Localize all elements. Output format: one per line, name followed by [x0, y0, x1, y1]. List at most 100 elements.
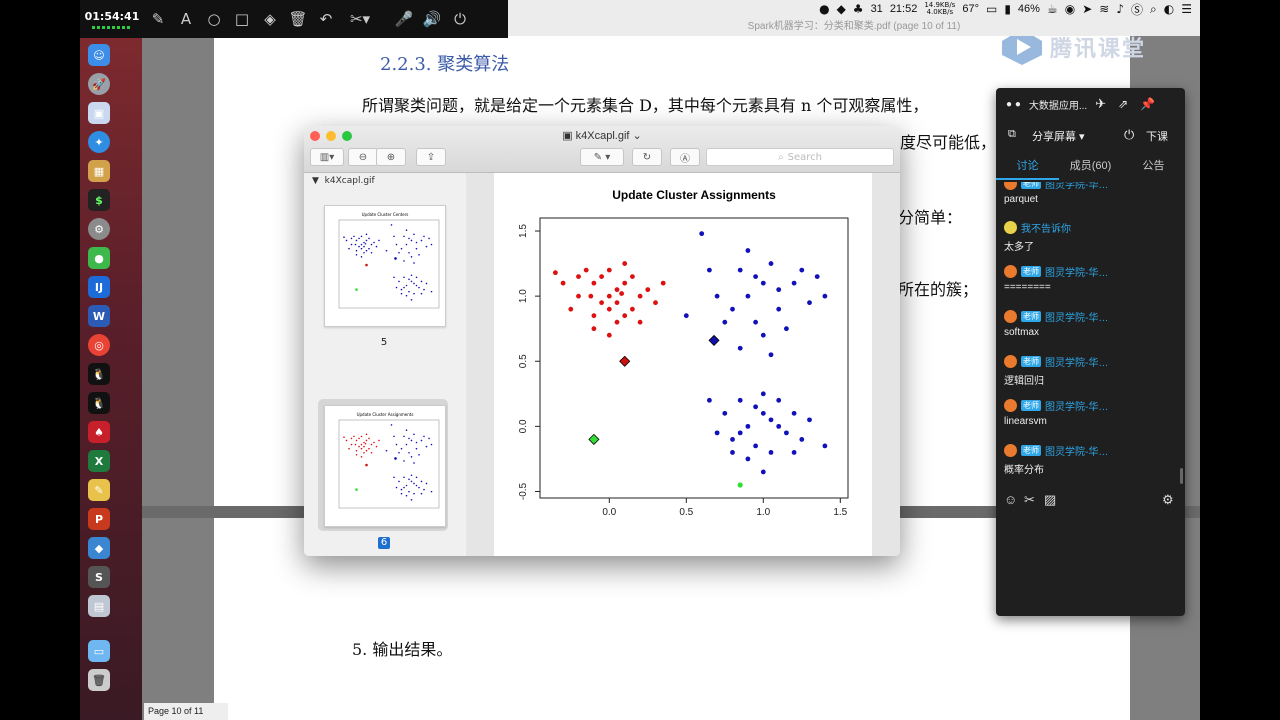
qq-international-icon[interactable]: 🐧: [88, 392, 110, 414]
thumb-point: [360, 247, 363, 250]
settings-gear-icon[interactable]: ⚙: [1162, 492, 1174, 507]
end-class-icon[interactable]: ⏻: [1124, 127, 1135, 142]
trash-icon[interactable]: 🗑: [88, 669, 110, 691]
launchpad-icon[interactable]: 🚀: [88, 73, 110, 95]
cards-icon[interactable]: ♠: [88, 421, 110, 443]
data-point: [768, 450, 774, 455]
eye-icon[interactable]: ◉: [1064, 2, 1076, 16]
zoom-out-button[interactable]: ⊖: [348, 148, 378, 166]
share-screen-button[interactable]: 分享屏幕 ▾: [1032, 131, 1085, 143]
mic-icon[interactable]: 🎤: [394, 10, 414, 28]
emoji-icon[interactable]: ☺: [1004, 492, 1018, 507]
popout-icon[interactable]: ⇗: [1118, 97, 1129, 111]
notes-icon[interactable]: ✎: [88, 479, 110, 501]
wifi-icon[interactable]: ≋: [1099, 2, 1110, 16]
square-icon[interactable]: □: [234, 10, 250, 28]
folder-icon[interactable]: ▭: [88, 640, 110, 662]
power-icon[interactable]: ⏻: [454, 10, 466, 28]
chat-scrollbar[interactable]: [1180, 468, 1183, 484]
terminal-icon[interactable]: $: [88, 189, 110, 211]
sublime-icon[interactable]: S: [88, 566, 110, 588]
tab-announcements[interactable]: 公告: [1142, 160, 1165, 172]
pin-icon[interactable]: 📌: [1140, 97, 1156, 111]
menubar-clock[interactable]: 21:52: [889, 3, 918, 15]
cat-menu-icon[interactable]: ◆: [836, 2, 846, 16]
sender-name[interactable]: 图灵学院-华…: [1045, 357, 1109, 369]
sender-name[interactable]: 图灵学院-华…: [1045, 401, 1109, 413]
chevron-down-icon[interactable]: ⌄: [629, 130, 642, 142]
thumb-point: [410, 499, 413, 501]
airplane-icon[interactable]: ✈: [1095, 96, 1107, 111]
word-icon[interactable]: W: [88, 305, 110, 327]
thumb-point: [420, 492, 423, 495]
end-class-button[interactable]: 下课: [1146, 131, 1168, 143]
thumbnail-page-6[interactable]: Update Cluster Assignments: [324, 405, 446, 527]
wechat-icon[interactable]: ●: [88, 247, 110, 269]
sender-name[interactable]: 图灵学院-华…: [1045, 446, 1109, 458]
cluster-center: [588, 433, 600, 445]
image-icon[interactable]: ▨: [1044, 492, 1057, 507]
zoom-in-button[interactable]: ⊕: [376, 148, 406, 166]
preview-icon[interactable]: ▣: [88, 102, 110, 124]
sourcetree-icon[interactable]: ◆: [88, 537, 110, 559]
archive-icon[interactable]: ▦: [88, 160, 110, 182]
preview-title-text: k4Xcapl.gif: [575, 130, 630, 142]
share-button[interactable]: ⇪: [416, 148, 446, 166]
data-point: [730, 436, 735, 442]
excel-icon[interactable]: X: [88, 450, 110, 472]
thumb-point: [410, 256, 413, 258]
notification-center-icon[interactable]: ☰: [1181, 2, 1192, 16]
send-icon[interactable]: ➤: [1082, 2, 1093, 16]
finder-icon[interactable]: ☺: [88, 44, 110, 66]
speaker-icon[interactable]: 🔊: [422, 10, 442, 28]
qq-menu-icon[interactable]: ♣: [852, 2, 864, 16]
search-input[interactable]: ⌕ Search: [706, 148, 894, 166]
close-icon[interactable]: [310, 131, 320, 141]
annotate-button[interactable]: Ⓐ: [670, 148, 700, 166]
sender-name[interactable]: 图灵学院-华…: [1045, 267, 1109, 279]
scissors-icon[interactable]: ✂▾: [349, 10, 371, 28]
coffee-icon[interactable]: ☕: [1046, 2, 1058, 16]
level-meter: [92, 25, 132, 29]
window-dots-icon[interactable]: ● ●: [1006, 98, 1021, 110]
volume-icon[interactable]: ♪: [1116, 2, 1124, 16]
thumbnail-page-5[interactable]: Update Cluster Centers: [324, 205, 446, 327]
rotate-button[interactable]: ↻: [632, 148, 662, 166]
s-app-icon[interactable]: Ⓢ: [1131, 2, 1144, 17]
system-preferences-icon[interactable]: ⚙: [88, 218, 110, 240]
data-point: [622, 261, 628, 266]
data-point: [568, 306, 574, 312]
sender-name[interactable]: 图灵学院-华…: [1045, 312, 1109, 324]
zoom-icon[interactable]: [342, 131, 352, 141]
chrome-icon[interactable]: ◎: [88, 334, 110, 356]
markup-button[interactable]: ✎ ▾: [580, 148, 624, 166]
wechat-menu-icon[interactable]: ●: [819, 2, 830, 16]
minimize-icon[interactable]: [326, 131, 336, 141]
safari-icon[interactable]: ✦: [88, 131, 110, 153]
scissors-icon[interactable]: ✂: [1024, 492, 1035, 507]
undo-icon[interactable]: ↶: [319, 10, 333, 28]
trash-icon[interactable]: 🗑: [288, 10, 308, 28]
brush-icon[interactable]: ✎: [151, 10, 165, 28]
intellij-icon[interactable]: IJ: [88, 276, 110, 298]
tab-members[interactable]: 成员(60): [1069, 160, 1112, 172]
share-screen-icon[interactable]: ⧉: [1008, 128, 1016, 140]
siri-icon[interactable]: ◐: [1163, 2, 1175, 16]
powerpoint-icon[interactable]: P: [88, 508, 110, 530]
spotlight-icon[interactable]: ⌕: [1150, 1, 1157, 16]
text-icon[interactable]: A: [180, 10, 192, 28]
eraser-icon[interactable]: ◈: [264, 10, 276, 28]
sidebar-toggle-button[interactable]: ▥▾: [310, 148, 344, 166]
photos-icon[interactable]: ▤: [88, 595, 110, 617]
disclosure-triangle-icon[interactable]: ▼: [312, 176, 322, 186]
qq-icon[interactable]: 🐧: [88, 363, 110, 385]
monitor-icon[interactable]: ▭: [985, 2, 998, 16]
tab-discussion[interactable]: 讨论: [996, 154, 1059, 180]
thumb-center: [355, 288, 358, 291]
circle-icon[interactable]: ○: [207, 10, 221, 28]
data-point: [722, 410, 728, 416]
sender-name[interactable]: 我不告诉你: [1021, 223, 1071, 235]
sidebar-header[interactable]: ▼ k4Xcapl.gif: [312, 176, 375, 186]
y-tick-label: 1.0: [518, 289, 529, 303]
sender-name[interactable]: 图灵学院-华…: [1045, 182, 1109, 191]
